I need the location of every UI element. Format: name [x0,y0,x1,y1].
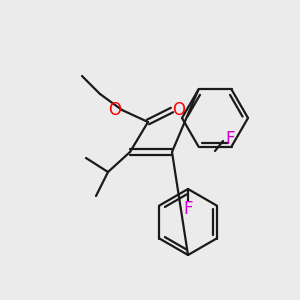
Text: O: O [109,101,122,119]
Text: F: F [183,200,193,218]
Text: O: O [172,101,185,119]
Text: F: F [225,130,235,148]
